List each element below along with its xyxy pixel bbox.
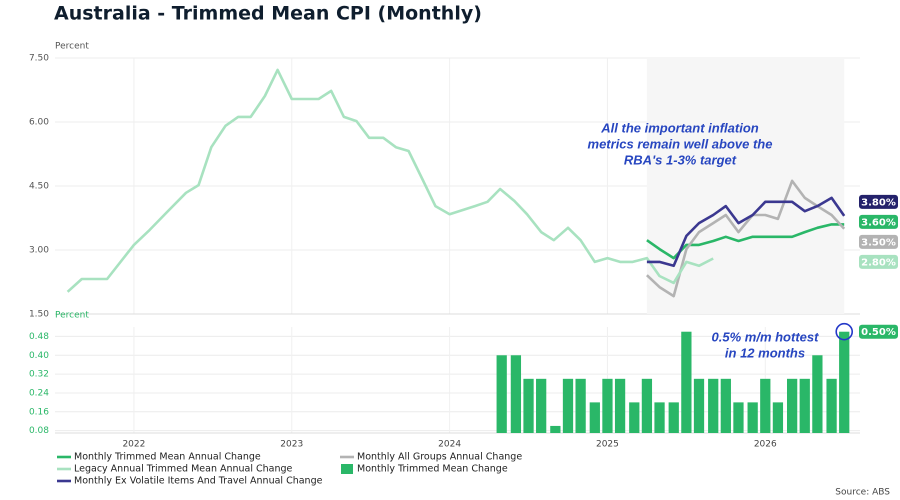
x-tick-label: 2022 (122, 440, 145, 450)
y-tick-label: 4.50 (29, 182, 49, 192)
y-axis-label: Percent (55, 42, 89, 52)
y-tick-label: 0.40 (29, 351, 49, 361)
bar (720, 378, 731, 433)
bar (496, 355, 507, 433)
line-series (646, 196, 846, 268)
x-tick-label: 2026 (754, 440, 777, 450)
bar (550, 425, 561, 433)
end-label: 3.60% (861, 217, 896, 228)
bar (536, 378, 547, 433)
annotation: RBA's 1-3% target (624, 152, 737, 167)
bar (812, 355, 823, 433)
y-tick-label: 0.16 (29, 407, 49, 417)
annotation: All the important inflation (600, 120, 758, 135)
annotation: 0.5% m/m hottest (712, 329, 820, 344)
shaded-region (646, 58, 845, 314)
bar (693, 378, 705, 433)
legend-label: Monthly Trimmed Mean Change (357, 464, 508, 475)
y-tick-label: 0.32 (29, 370, 49, 380)
line-series (66, 68, 714, 293)
legend-swatch (341, 464, 353, 474)
y-tick-label: 7.50 (29, 54, 49, 64)
legend-label: Legacy Annual Trimmed Mean Annual Change (74, 464, 293, 475)
bar (826, 378, 837, 433)
end-label: 2.80% (861, 257, 896, 268)
bar (510, 355, 522, 433)
x-tick-label: 2023 (280, 440, 303, 450)
end-label: 0.50% (861, 327, 896, 338)
source: Source: ABS (835, 488, 890, 498)
bar (772, 402, 784, 433)
legend-label: Monthly Ex Volatile Items And Travel Ann… (74, 476, 323, 487)
legend-label: Monthly All Groups Annual Change (357, 452, 522, 463)
end-label-box (859, 254, 898, 269)
bar (747, 402, 758, 433)
bar (733, 402, 744, 433)
bar (760, 378, 771, 433)
bar (839, 331, 850, 433)
x-tick-label: 2025 (596, 440, 619, 450)
end-label-box (859, 234, 898, 249)
bar (681, 331, 692, 433)
y-tick-label: 0.48 (29, 332, 49, 342)
y-tick-label: 0.24 (29, 388, 49, 398)
legend-label: Monthly Trimmed Mean Annual Change (74, 452, 261, 463)
x-tick-label: 2024 (438, 440, 461, 450)
bar (629, 402, 640, 433)
end-label: 3.80% (861, 197, 896, 208)
bar (654, 402, 665, 433)
annotation: in 12 months (725, 345, 805, 360)
bar (589, 402, 600, 433)
y-tick-label: 0.08 (29, 426, 49, 436)
bar (668, 402, 679, 433)
annotation: metrics remain well above the (588, 136, 773, 151)
bar (786, 378, 798, 433)
y-tick-label: 1.50 (29, 310, 49, 320)
bar (799, 378, 810, 433)
bar (708, 378, 719, 433)
chart-title: Australia - Trimmed Mean CPI (Monthly) (54, 3, 482, 25)
end-label-box (859, 324, 898, 339)
end-label: 3.50% (861, 237, 896, 248)
bar (562, 378, 574, 433)
end-label-box (859, 214, 898, 229)
bar (614, 378, 626, 433)
bar (523, 378, 534, 433)
bar (641, 378, 653, 433)
end-label-box (859, 194, 898, 209)
y-tick-label: 3.00 (29, 246, 49, 256)
y-tick-label: 6.00 (29, 118, 49, 128)
bar (575, 378, 586, 433)
highlight-circle (835, 322, 854, 341)
y-axis-label: Percent (55, 311, 89, 321)
bar (602, 378, 613, 433)
